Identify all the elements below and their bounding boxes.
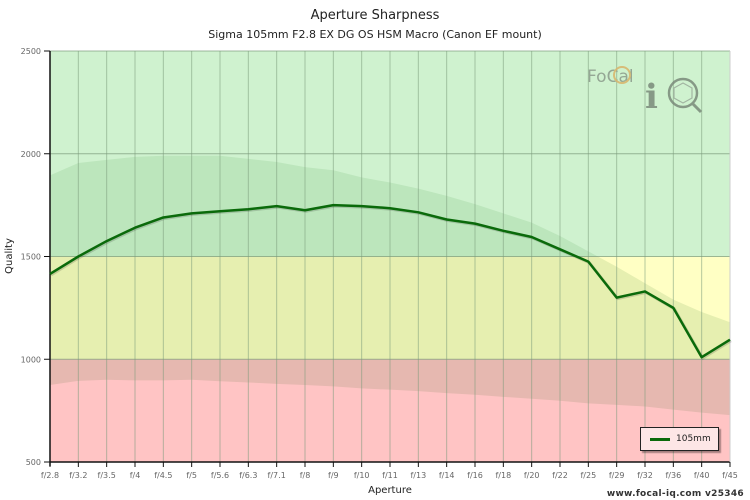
chart-title: Aperture Sharpness <box>310 8 440 23</box>
y-tick-label: 2000 <box>21 150 41 159</box>
logo-text-i: i <box>645 77 658 117</box>
x-tick-label: f/9 <box>328 471 339 480</box>
aperture-icon <box>673 82 693 104</box>
chart-subtitle: Sigma 105mm F2.8 EX DG OS HSM Macro (Can… <box>208 28 542 41</box>
x-tick-label: f/16 <box>467 471 483 480</box>
x-tick-label: f/6.3 <box>239 471 257 480</box>
legend-label: 105mm <box>676 434 711 444</box>
x-tick-label: f/13 <box>410 471 426 480</box>
magnifier-icon <box>667 77 699 109</box>
y-tick-label: 1000 <box>21 355 41 364</box>
x-tick-label: f/8 <box>300 471 311 480</box>
y-tick-label: 500 <box>26 458 41 467</box>
legend[interactable]: 105mm <box>640 427 719 451</box>
x-tick-label: f/32 <box>637 471 653 480</box>
y-axis-label: Quality <box>4 238 15 274</box>
x-tick-label: f/29 <box>609 471 625 480</box>
x-tick-label: f/5.6 <box>211 471 229 480</box>
x-tick-label: f/20 <box>524 471 540 480</box>
x-tick-label: f/25 <box>580 471 596 480</box>
x-tick-label: f/10 <box>354 471 370 480</box>
legend-line-icon <box>650 437 670 441</box>
x-tick-label: f/22 <box>552 471 568 480</box>
x-axis-label: Aperture <box>368 485 412 496</box>
x-tick-label: f/3.5 <box>98 471 116 480</box>
x-tick-label: f/4.5 <box>154 471 172 480</box>
x-tick-label: f/2.8 <box>41 471 59 480</box>
y-tick-label: 2500 <box>21 47 41 56</box>
logo-text-focal: FoCal <box>587 67 634 87</box>
magnifier-handle-icon <box>691 102 703 114</box>
x-tick-label: f/7.1 <box>268 471 286 480</box>
x-tick-label: f/4 <box>130 471 141 480</box>
x-tick-label: f/18 <box>495 471 511 480</box>
series-line-105mm <box>49 203 731 359</box>
x-tick-label: f/40 <box>694 471 710 480</box>
x-tick-label: f/11 <box>382 471 398 480</box>
x-tick-label: f/3.2 <box>69 471 87 480</box>
x-tick-label: f/5 <box>186 471 197 480</box>
focal-iq-logo: FoCal i <box>585 60 715 120</box>
x-tick-label: f/45 <box>722 471 738 480</box>
logo-lens-ring-icon <box>613 66 631 84</box>
site-credit[interactable]: www.focal-iq.com v25346 <box>606 489 744 499</box>
x-tick-label: f/14 <box>439 471 455 480</box>
x-tick-label: f/36 <box>665 471 681 480</box>
y-tick-label: 1500 <box>21 253 41 262</box>
